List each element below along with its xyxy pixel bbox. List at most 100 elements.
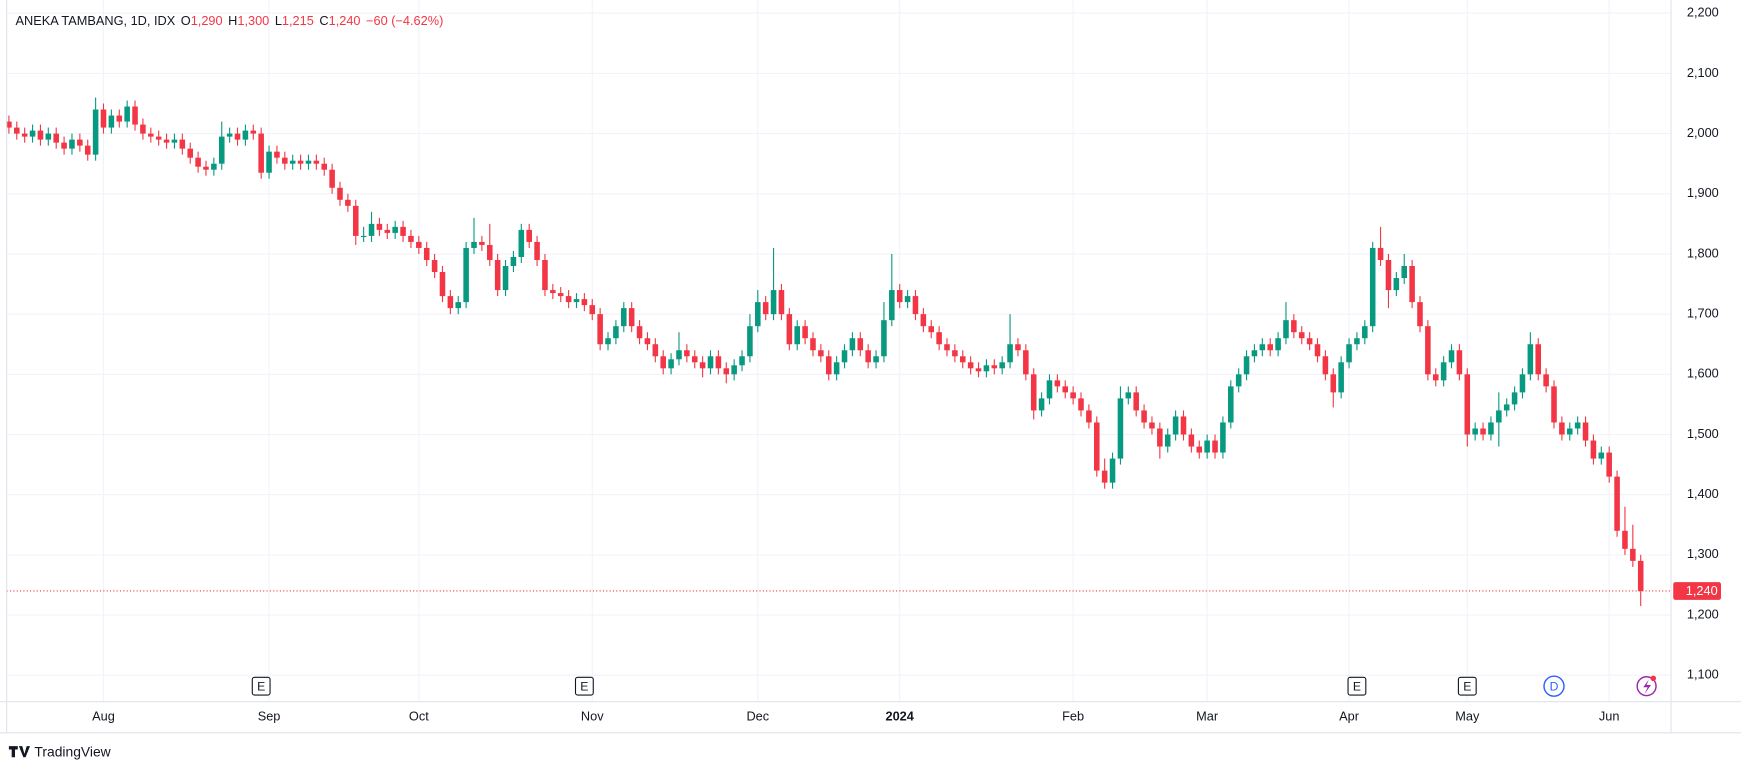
candle-body: [14, 127, 20, 134]
y-tick-label: 1,300: [1687, 546, 1719, 561]
brand-logo: TradingView: [8, 743, 112, 759]
y-tick-label: 1,400: [1687, 486, 1719, 501]
x-tick-label: Mar: [1196, 709, 1219, 724]
candle-body: [1543, 374, 1549, 387]
candle-body: [715, 356, 722, 369]
candle-body: [1559, 422, 1565, 435]
candle-body: [1259, 344, 1266, 351]
candle-body: [1157, 428, 1163, 447]
candle-body: [1464, 374, 1471, 435]
candle-body: [1196, 446, 1203, 453]
candle-body: [896, 290, 903, 303]
candle-body: [794, 326, 800, 345]
candle-body: [218, 136, 225, 164]
candle-body: [534, 241, 540, 260]
candle-body: [124, 106, 130, 122]
candle-body: [1228, 386, 1234, 423]
y-tick-label: 2,100: [1687, 65, 1719, 80]
candle-body: [1220, 422, 1226, 453]
candle-body: [542, 259, 548, 291]
candle-body: [1606, 452, 1612, 477]
candle-body: [873, 356, 879, 363]
candle-body: [1480, 428, 1486, 435]
candle-body: [1535, 344, 1542, 375]
candle-body: [621, 308, 627, 327]
candle-body: [991, 365, 998, 369]
candle-body: [179, 139, 186, 149]
candle-body: [479, 241, 485, 245]
candle-body: [69, 139, 75, 149]
candle-body: [1472, 428, 1478, 435]
candle-body: [920, 314, 927, 327]
y-tick-label: 2,200: [1687, 5, 1719, 20]
candle-body: [1275, 338, 1281, 351]
candle-body: [1637, 560, 1644, 591]
candle-body: [282, 157, 288, 164]
x-tick-label: May: [1455, 709, 1480, 724]
event-badge: [574, 676, 594, 696]
candle-body: [368, 223, 375, 236]
candle-body: [1015, 344, 1021, 351]
candle-body: [211, 163, 217, 170]
candle-body: [1582, 422, 1589, 441]
candle-body: [1393, 278, 1400, 291]
candle-body: [360, 235, 367, 238]
candle-body: [1551, 386, 1557, 423]
field-key: C: [319, 14, 328, 29]
candle-body: [416, 241, 422, 248]
candle-body: [707, 356, 714, 369]
field-value: 1,300: [237, 14, 269, 29]
candle-body: [1007, 344, 1013, 363]
x-tick-label: Oct: [409, 709, 429, 724]
candle-body: [904, 296, 911, 303]
field-key: H: [228, 14, 237, 29]
candle-body: [1338, 362, 1344, 393]
candle-body: [889, 290, 895, 321]
candle-body: [21, 133, 28, 137]
candle-body: [6, 121, 12, 128]
candle-body: [1385, 259, 1392, 291]
x-tick-label: Apr: [1339, 709, 1360, 724]
candle-body: [550, 290, 556, 294]
candle-body: [668, 359, 674, 369]
y-tick-label: 1,800: [1687, 245, 1719, 260]
candle-body: [1172, 416, 1179, 435]
symbol: ANEKA TAMBANG, 1D, IDX: [16, 14, 176, 29]
candle-body: [1070, 392, 1076, 399]
candle-body: [818, 350, 824, 357]
change: −60 (−4.62%): [366, 14, 443, 29]
candle-body: [1590, 440, 1597, 459]
x-tick-label: Aug: [92, 709, 115, 724]
candle-body: [944, 344, 950, 351]
candle-body: [1314, 344, 1321, 357]
axes: 1,100 1,200 1,300 1,400 1,500 1,600 1,700 1,800…: [0, 0, 1741, 734]
candle-body: [723, 368, 730, 375]
candle-body: [1062, 386, 1069, 393]
candle-body: [100, 109, 107, 128]
candle-body: [163, 139, 170, 143]
candle-body: [242, 130, 249, 140]
last-price-label: 1,240: [1686, 583, 1718, 598]
candle-body: [1086, 410, 1092, 423]
candle-body: [1046, 380, 1053, 399]
candle-body: [526, 229, 532, 242]
candle-body: [636, 326, 643, 339]
candle-body: [952, 350, 958, 357]
candle-body: [1503, 404, 1510, 411]
candle-body: [471, 241, 477, 248]
candle-body: [502, 266, 509, 291]
y-tick-label: 1,700: [1687, 306, 1719, 321]
candle-body: [1511, 392, 1518, 405]
candle-body: [266, 151, 272, 173]
candle-body: [605, 338, 611, 345]
candle-body: [1141, 410, 1147, 423]
candle-body: [132, 106, 138, 125]
candle-body: [510, 256, 517, 267]
candle-body: [1306, 338, 1313, 345]
event-badge: [1347, 676, 1367, 696]
candle-body: [1440, 362, 1447, 381]
candle-body: [1030, 374, 1037, 411]
candle-body: [573, 299, 580, 303]
candle-body: [455, 302, 462, 309]
x-tick-label: Nov: [581, 709, 604, 724]
